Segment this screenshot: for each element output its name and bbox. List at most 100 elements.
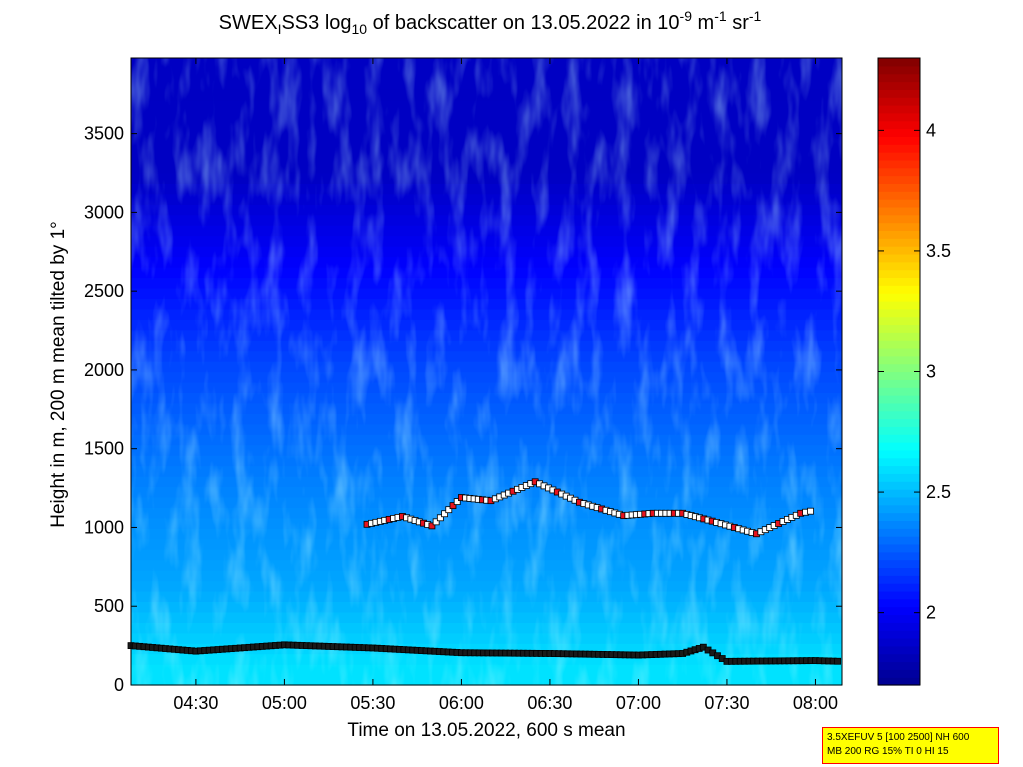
colorbar-segment <box>878 567 920 576</box>
colorbar-segment <box>878 300 920 310</box>
colorbar-segment <box>878 152 920 161</box>
colorbar-segment <box>878 144 920 153</box>
x-axis: 04:30 05:00 05:30 06:00 06:30 07:00 07:30 08:00 <box>173 58 838 713</box>
y-tick-label: 500 <box>94 596 124 616</box>
info-line-1: 3.5XEFUV 5 [100 2500] NH 600 <box>827 732 970 743</box>
colorbar-tick-label: 3.5 <box>926 241 951 261</box>
colorbar-segment <box>878 614 920 623</box>
colorbar-segment <box>878 418 920 427</box>
colorbar-segment <box>878 481 920 490</box>
chart-title: SWEXISS3 log10 of backscatter on 13.05.2… <box>218 8 762 37</box>
plot-frame <box>130 57 843 686</box>
colorbar-segment <box>878 89 920 98</box>
colorbar-segment <box>878 214 920 224</box>
x-tick-label: 05:00 <box>262 693 307 713</box>
layer-marker <box>428 522 436 530</box>
y-axis: 0 500 1000 1500 2000 2500 3000 3500 <box>84 124 842 695</box>
x-tick-label: 08:00 <box>793 693 838 713</box>
colorbar-segment <box>878 575 920 584</box>
colorbar-segment <box>878 261 920 271</box>
heatmap-texture <box>131 58 842 685</box>
colorbar-segment <box>878 120 920 130</box>
colorbar-segment <box>878 167 920 177</box>
colorbar-segment <box>878 442 920 451</box>
colorbar-segment <box>878 371 920 380</box>
colorbar-segment <box>878 402 920 412</box>
colorbar-segment <box>878 379 920 388</box>
colorbar-segment <box>878 65 920 75</box>
colorbar-segment <box>878 520 920 529</box>
layer-markers <box>127 478 841 665</box>
colorbar-segment <box>878 277 920 286</box>
colorbar-segment <box>878 395 920 404</box>
x-tick-label: 07:30 <box>704 693 749 713</box>
colorbar-segment <box>878 316 920 326</box>
colorbar-segment <box>878 175 920 184</box>
layer-marker <box>445 506 453 514</box>
colorbar-segment <box>878 590 920 600</box>
y-tick-label: 0 <box>114 675 124 695</box>
colorbar: 2 2.5 3 3.5 4 <box>877 57 951 686</box>
layer-marker <box>432 518 440 526</box>
colorbar-segment <box>878 661 920 670</box>
colorbar-segment <box>878 496 920 506</box>
settings-info-box: 3.5XEFUV 5 [100 2500] NH 600 MB 200 RG 1… <box>822 727 999 764</box>
layer-marker <box>436 514 444 522</box>
colorbar-segment <box>878 536 920 545</box>
x-tick-label: 05:30 <box>350 693 395 713</box>
x-tick-label: 04:30 <box>173 693 218 713</box>
colorbar-segment <box>878 630 920 639</box>
colorbar-segment <box>878 598 920 608</box>
colorbar-segment <box>878 199 920 208</box>
colorbar-segment <box>878 489 920 498</box>
layer-marker <box>453 498 461 505</box>
colorbar-segment <box>878 324 920 333</box>
layer-marker <box>441 510 448 518</box>
colorbar-segment <box>878 426 920 435</box>
colorbar-segment <box>878 457 920 467</box>
colorbar-segment <box>878 449 920 459</box>
colorbar-segment <box>878 136 920 145</box>
colorbar-segment <box>878 222 920 232</box>
colorbar-segment <box>878 504 920 514</box>
colorbar-segment <box>878 528 920 537</box>
y-tick-label: 3000 <box>84 202 124 222</box>
backscatter-heatmap <box>127 57 843 686</box>
colorbar-segment <box>878 293 920 302</box>
y-tick-label: 2500 <box>84 281 124 301</box>
x-axis-title: Time on 13.05.2022, 600 s mean <box>347 720 625 741</box>
colorbar-segment <box>878 387 920 396</box>
colorbar-segment <box>878 253 920 263</box>
colorbar-segment <box>878 191 920 200</box>
colorbar-segment <box>878 269 920 279</box>
colorbar-segment <box>878 355 920 365</box>
x-tick-label: 07:00 <box>616 693 661 713</box>
colorbar-segment <box>878 434 920 443</box>
colorbar-segment <box>878 410 920 420</box>
colorbar-segment <box>878 669 920 678</box>
colorbar-segment <box>878 73 920 83</box>
layer-marker <box>834 657 841 665</box>
colorbar-segment <box>878 332 920 341</box>
colorbar-segment <box>878 159 920 169</box>
colorbar-tick-label: 4 <box>926 120 936 140</box>
colorbar-segment <box>878 246 920 255</box>
colorbar-segment <box>878 308 920 318</box>
colorbar-segment <box>878 622 920 631</box>
colorbar-segment <box>878 551 920 561</box>
colorbar-segment <box>878 230 920 239</box>
colorbar-segment <box>878 583 920 592</box>
colorbar-segment <box>878 645 920 655</box>
colorbar-segment <box>878 512 920 522</box>
x-tick-label: 06:00 <box>439 693 484 713</box>
colorbar-segment <box>878 606 920 616</box>
colorbar-segment <box>878 58 920 67</box>
colorbar-segment <box>878 183 920 192</box>
colorbar-segment <box>878 340 920 349</box>
colorbar-segment <box>878 637 920 647</box>
y-tick-label: 1500 <box>84 439 124 459</box>
colorbar-tick-label: 3 <box>926 362 936 382</box>
colorbar-segment <box>878 81 920 90</box>
y-axis-title: Height in m, 200 m mean tilted by 1° <box>48 221 69 527</box>
